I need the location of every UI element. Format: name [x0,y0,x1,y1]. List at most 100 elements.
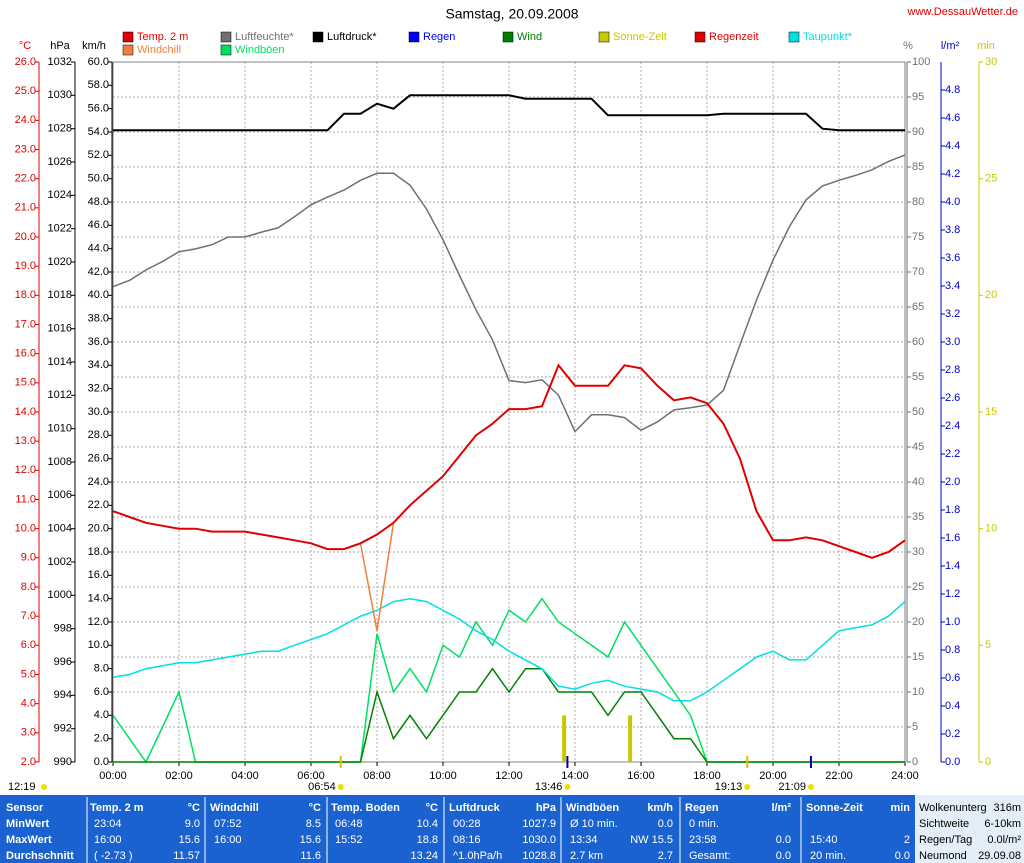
legend-swatch [788,31,800,43]
y-tick-label: 2.4 [945,420,960,432]
y-tick-label: 3.0 [21,727,36,739]
y-tick-label: 4.0 [21,698,36,710]
series-line [113,667,905,763]
y-tick-label: 38.0 [88,313,109,325]
y-tick-label: 2.2 [945,448,960,460]
y-tick-label: 26.0 [15,56,36,68]
y-tick-label: 90 [912,126,924,138]
y-tick-label: 40 [912,476,924,488]
y-tick-label: 0.4 [945,700,960,712]
y-tick-label: 48.0 [88,196,109,208]
y-tick-label: 12.0 [88,616,109,628]
table-cell: 1027.9 [522,818,556,830]
table-cell: 06:48 [335,818,363,830]
y-tick-label: 19.0 [15,260,36,272]
table-cell: NW 15.5 [630,834,673,846]
legend-swatch [312,31,324,43]
event-icon [807,784,814,790]
y-tick-label: 1.2 [945,588,960,600]
x-tick-label: 04:00 [231,770,259,782]
table-cell: Windchill [210,802,259,814]
y-tick-label: 20.0 [88,523,109,535]
axis-unit: km/h [82,40,106,52]
y-tick-label: 75 [912,231,924,243]
table-cell: 15.6 [300,834,321,846]
y-tick-label: 1018 [48,289,72,301]
table-cell: Sonne-Zeit [806,802,863,814]
y-tick-label: 9.0 [21,552,36,564]
axis-unit: l/m² [941,40,960,52]
y-tick-label: 23.0 [15,143,36,155]
info-label: Regen/Tag [919,834,972,846]
table-cell: Windböen [566,802,619,814]
legend-label: Wind [517,31,542,43]
legend-swatch [122,44,134,56]
y-tick-label: 26.0 [88,453,109,465]
moon-label: 12:19 [8,781,36,793]
axis-unit: hPa [50,40,70,52]
table-cell: 1028.8 [522,850,556,862]
y-tick-label: 1008 [48,456,72,468]
table-cell: ( -2.73 ) [94,850,133,862]
table-cell: 9.0 [185,818,200,830]
x-tick-label: 08:00 [363,770,391,782]
y-tick-label: 994 [54,689,72,701]
y-tick-label: 50.0 [88,173,109,185]
x-tick-label: 20:00 [759,770,787,782]
y-tick-label: 3.0 [945,336,960,348]
table-cell: 13:34 [570,834,598,846]
y-tick-label: 55 [912,371,924,383]
y-tick-label: 4.6 [945,112,960,124]
y-tick-label: 2.6 [945,392,960,404]
y-tick-label: 30 [912,546,924,558]
y-tick-label: 4.8 [945,84,960,96]
y-tick-label: 4.0 [94,709,109,721]
table-cell: 1030.0 [522,834,556,846]
legend-swatch [122,31,134,43]
y-tick-label: 1020 [48,256,72,268]
y-tick-label: 1022 [48,223,72,235]
y-tick-label: 1016 [48,323,72,335]
y-tick-label: 14.0 [15,406,36,418]
y-tick-label: 40.0 [88,289,109,301]
table-cell: Durchschnitt [6,850,74,862]
table-cell: °C [188,802,200,814]
table-cell: Luftdruck [449,802,501,814]
table-cell: 8.5 [306,818,321,830]
x-tick-label: 18:00 [693,770,721,782]
y-tick-label: 1004 [48,523,72,535]
y-tick-label: 1010 [48,423,72,435]
table-cell: 2 [904,834,910,846]
y-tick-label: 56.0 [88,103,109,115]
table-cell: 16:00 [94,834,122,846]
y-tick-label: 32.0 [88,383,109,395]
y-tick-label: 11.0 [15,493,36,505]
legend-swatch [220,44,232,56]
y-tick-label: 1002 [48,556,72,568]
x-tick-label: 22:00 [825,770,853,782]
legend-swatch [408,31,420,43]
series-bar [562,715,567,762]
legend-label: Luftfeuchte* [235,31,294,43]
table-cell: 23:58 [689,834,717,846]
y-tick-label: 13.0 [15,435,36,447]
table-cell: 08:16 [453,834,481,846]
table-cell: 07:52 [214,818,242,830]
table-cell: 0.0 [776,834,791,846]
series-line [359,522,395,631]
axis-unit: °C [19,40,31,52]
legend-label: Luftdruck* [327,31,377,43]
y-tick-label: 45 [912,441,924,453]
y-tick-label: 30.0 [88,406,109,418]
event-icon [337,784,344,790]
info-value: 316m [993,802,1021,814]
axis-unit: min [977,40,995,52]
table-cell: Temp. 2 m [90,802,144,814]
y-tick-label: 1014 [48,356,72,368]
x-tick-label: 00:00 [99,770,127,782]
y-tick-label: 20.0 [15,231,36,243]
y-tick-label: 3.6 [945,252,960,264]
y-tick-label: 14.0 [88,593,109,605]
site-link: www.DessauWetter.de [907,6,1018,18]
